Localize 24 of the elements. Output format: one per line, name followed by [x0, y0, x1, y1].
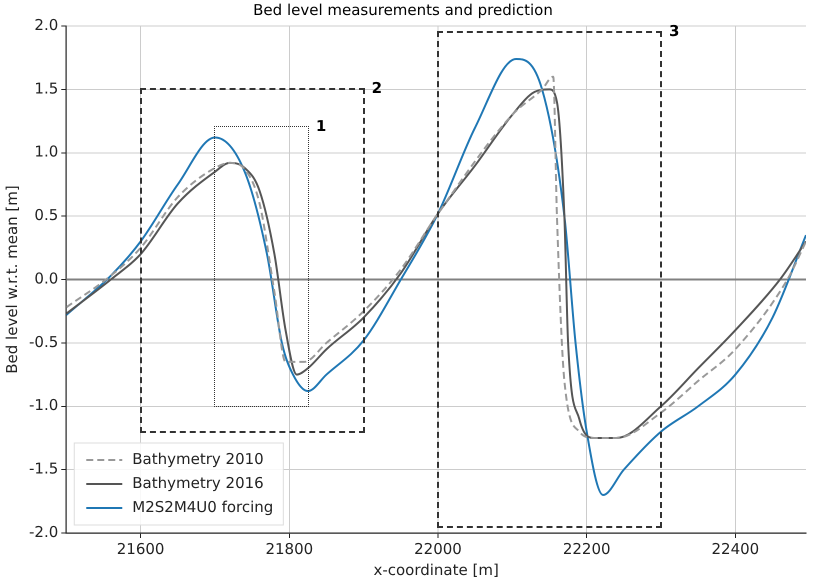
annotation: 3 — [669, 22, 680, 40]
legend-label: Bathymetry 2010 — [132, 450, 264, 468]
y-tick-label: 0.0 — [34, 269, 58, 288]
y-tick-label: 2.0 — [34, 16, 58, 34]
y-tick-label: -0.5 — [28, 332, 58, 351]
legend-label: M2S2M4U0 forcing — [132, 498, 274, 516]
x-tick-label: 22200 — [562, 540, 611, 558]
line-series — [66, 58, 806, 496]
y-tick-label: 1.0 — [34, 142, 58, 161]
y-tick-label: -2.0 — [28, 522, 58, 541]
x-tick-label: 22400 — [712, 540, 760, 558]
legend-label: Bathymetry 2016 — [132, 474, 264, 492]
x-tick-label: 21800 — [265, 540, 314, 558]
annotation: 2 — [372, 79, 382, 98]
y-tick-label: -1.5 — [28, 460, 58, 478]
chart-title: Bed level measurements and prediction — [253, 0, 553, 19]
x-tick-label: 22000 — [414, 540, 462, 558]
x-tick-label: 21600 — [116, 540, 164, 558]
annotation: 1 — [316, 117, 326, 136]
y-tick-label: -1.0 — [28, 396, 58, 414]
y-tick-label: 0.5 — [34, 206, 58, 224]
y-axis-title: Bed level w.r.t. mean [m] — [2, 185, 21, 374]
x-axis-title: x-coordinate [m] — [373, 560, 499, 579]
y-tick-label: 1.5 — [34, 79, 58, 98]
